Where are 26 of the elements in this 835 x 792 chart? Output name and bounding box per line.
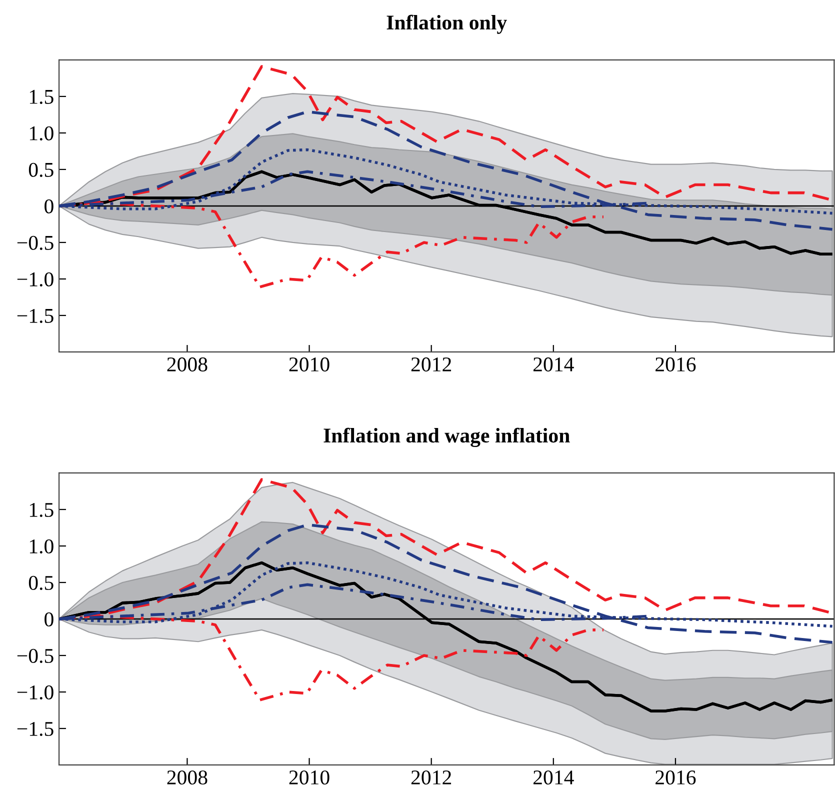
y-tick-label: 1.0 (30, 539, 54, 554)
x-tick-label: 2008 (167, 357, 208, 372)
y-tick-label: −0.5 (17, 648, 54, 664)
y-tick-label: −1.5 (17, 308, 54, 323)
y-tick-label: 0.5 (28, 576, 54, 590)
x-tick-label: 2014 (533, 770, 574, 785)
y-tick-label: 0.5 (28, 162, 54, 177)
x-tick-label: 2012 (411, 357, 452, 372)
x-tick-label: 2016 (656, 357, 696, 372)
y-tick-label: 0 (44, 199, 54, 214)
x-tick-label: 2014 (533, 357, 574, 372)
y-tick-label: 1.5 (30, 502, 54, 518)
y-tick-label: 1.0 (30, 126, 54, 140)
y-tick-label: −1.0 (17, 685, 54, 700)
y-tick-label: −1.5 (17, 722, 54, 736)
y-tick-label: 1.5 (30, 90, 54, 104)
x-tick-label: 2008 (167, 770, 208, 785)
y-tick-label: −1.0 (17, 272, 54, 286)
x-tick-label: 2012 (411, 770, 452, 785)
chart-title: Inflation and wage inflation (324, 428, 570, 448)
x-tick-label: 2010 (289, 357, 330, 372)
y-tick-label: −0.5 (17, 236, 54, 250)
x-tick-label: 2010 (289, 770, 330, 785)
chart-title: Inflation only (386, 14, 507, 34)
y-tick-label: 0 (44, 612, 54, 626)
x-tick-label: 2016 (656, 770, 696, 785)
